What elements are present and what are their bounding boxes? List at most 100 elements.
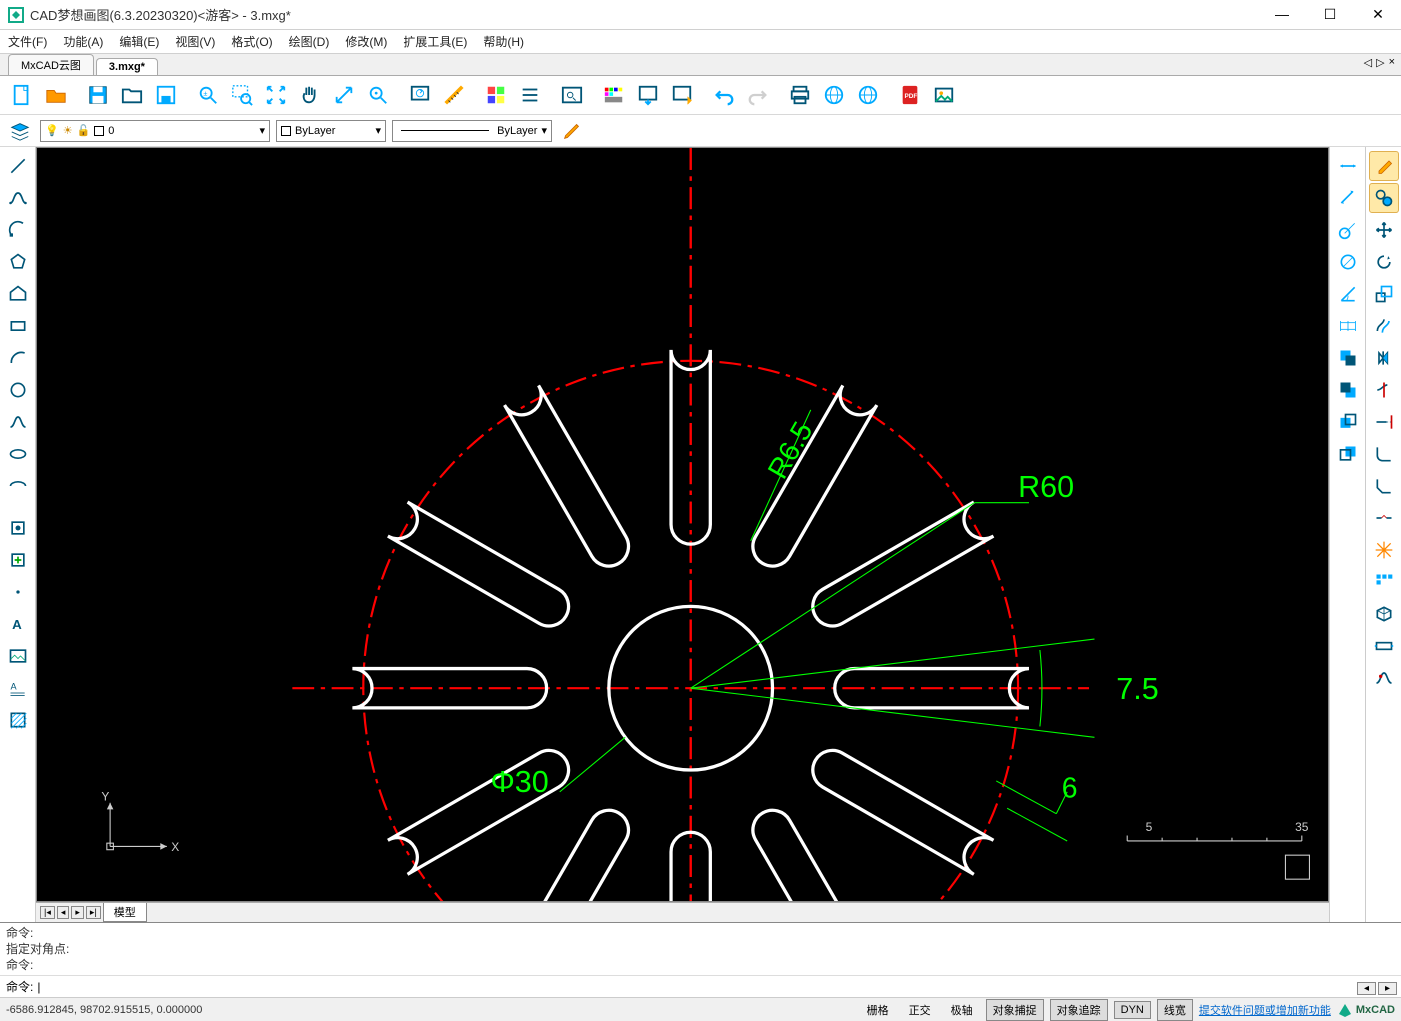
linetype-selector[interactable]: ByLayer ▾ [276, 120, 386, 142]
undo-button[interactable] [708, 79, 740, 111]
osnap-toggle[interactable]: 对象捕捉 [986, 999, 1044, 1021]
grid-toggle[interactable]: 栅格 [860, 999, 896, 1021]
fillet-button[interactable] [1369, 439, 1399, 469]
bring-above-button[interactable] [1333, 407, 1363, 437]
menu-file[interactable]: 文件(F) [8, 33, 47, 50]
model-tab[interactable]: 模型 [103, 903, 147, 922]
menu-draw[interactable]: 绘图(D) [289, 33, 330, 50]
model-next-icon[interactable]: ▸ [71, 906, 84, 919]
dim-radius-button[interactable] [1333, 215, 1363, 245]
saveas-button[interactable] [150, 79, 182, 111]
layer-manager-button[interactable] [666, 79, 698, 111]
hatch-button[interactable] [3, 705, 33, 735]
circle-button[interactable] [3, 375, 33, 405]
maximize-button[interactable]: ☐ [1315, 6, 1345, 23]
explode-button[interactable] [1369, 535, 1399, 565]
otrack-toggle[interactable]: 对象追踪 [1050, 999, 1108, 1021]
model-prev-icon[interactable]: ◂ [57, 906, 70, 919]
export-image-button[interactable] [928, 79, 960, 111]
list-button[interactable] [514, 79, 546, 111]
save-button[interactable] [82, 79, 114, 111]
menu-view[interactable]: 视图(V) [175, 33, 215, 50]
polyline-button[interactable] [3, 183, 33, 213]
drawing-canvas[interactable]: R60R6.57.56Φ30YX535 [36, 147, 1329, 902]
export-pdf-button[interactable]: PDF [894, 79, 926, 111]
pan-button[interactable] [294, 79, 326, 111]
color-palette-button[interactable] [598, 79, 630, 111]
menu-help[interactable]: 帮助(H) [483, 33, 524, 50]
erase-button[interactable] [1369, 151, 1399, 181]
zoom-window-button[interactable] [226, 79, 258, 111]
model-first-icon[interactable]: |◂ [40, 906, 55, 919]
model-last-icon[interactable]: ▸| [86, 906, 101, 919]
block-create-button[interactable] [3, 545, 33, 575]
layer-export-button[interactable] [632, 79, 664, 111]
array-button[interactable] [1369, 567, 1399, 597]
menu-extend[interactable]: 扩展工具(E) [403, 33, 467, 50]
ellipse-button[interactable] [3, 439, 33, 469]
rectangle-button[interactable] [3, 311, 33, 341]
extend-button[interactable] [1369, 407, 1399, 437]
pencil-button[interactable] [558, 118, 586, 144]
lineweight-selector[interactable]: ByLayer ▾ [392, 120, 552, 142]
image-button[interactable] [3, 641, 33, 671]
ellipse-arc-button[interactable] [3, 471, 33, 501]
new-button[interactable] [6, 79, 38, 111]
text-button[interactable]: A [3, 609, 33, 639]
open-dwg-button[interactable] [40, 79, 72, 111]
zoom-previous-button[interactable] [328, 79, 360, 111]
scale-button[interactable] [1369, 279, 1399, 309]
mirror-button[interactable] [1369, 343, 1399, 373]
menu-edit[interactable]: 编辑(E) [119, 33, 159, 50]
spline-button[interactable] [3, 407, 33, 437]
edit-spline-button[interactable] [1369, 663, 1399, 693]
block-insert-button[interactable] [3, 513, 33, 543]
tab-cloud[interactable]: MxCAD云图 [8, 54, 94, 75]
find-button[interactable] [556, 79, 588, 111]
properties-button[interactable] [480, 79, 512, 111]
arc-button[interactable] [3, 215, 33, 245]
tab-next-icon[interactable]: ▷ [1376, 56, 1384, 69]
tab-prev-icon[interactable]: ◁ [1364, 56, 1372, 69]
zoom-realtime-button[interactable]: ± [192, 79, 224, 111]
layer-properties-button[interactable] [6, 118, 34, 144]
command-input[interactable] [37, 980, 1395, 994]
cmd-scroll-left-icon[interactable]: ◂ [1357, 982, 1376, 995]
web-button[interactable] [818, 79, 850, 111]
copy-button[interactable] [1369, 183, 1399, 213]
line-button[interactable] [3, 151, 33, 181]
send-below-button[interactable] [1333, 439, 1363, 469]
web2-button[interactable] [852, 79, 884, 111]
dyn-toggle[interactable]: DYN [1114, 1001, 1151, 1019]
measure-button[interactable] [438, 79, 470, 111]
tab-close-icon[interactable]: × [1389, 56, 1395, 69]
open-folder-button[interactable] [116, 79, 148, 111]
ortho-toggle[interactable]: 正交 [902, 999, 938, 1021]
block-edit-button[interactable] [1369, 599, 1399, 629]
layer-selector[interactable]: 💡 ☀ 🔓 0 ▾ [40, 120, 270, 142]
bring-front-button[interactable] [1333, 343, 1363, 373]
menu-modify[interactable]: 修改(M) [345, 33, 387, 50]
stretch-button[interactable] [1369, 631, 1399, 661]
lineweight-toggle[interactable]: 线宽 [1157, 999, 1193, 1021]
cmd-scroll-right-icon[interactable]: ▸ [1378, 982, 1397, 995]
send-back-button[interactable] [1333, 375, 1363, 405]
arc3p-button[interactable] [3, 343, 33, 373]
print-button[interactable] [784, 79, 816, 111]
dim-angular-button[interactable] [1333, 279, 1363, 309]
polygon2-button[interactable] [3, 279, 33, 309]
trim-button[interactable] [1369, 375, 1399, 405]
offset-button[interactable] [1369, 311, 1399, 341]
rotate-button[interactable] [1369, 247, 1399, 277]
minimize-button[interactable]: — [1267, 6, 1297, 23]
dim-linear-button[interactable] [1333, 151, 1363, 181]
menu-function[interactable]: 功能(A) [63, 33, 103, 50]
move-button[interactable] [1369, 215, 1399, 245]
zoom-extents-button[interactable] [260, 79, 292, 111]
menu-format[interactable]: 格式(O) [231, 33, 272, 50]
break-button[interactable] [1369, 503, 1399, 533]
chamfer-button[interactable] [1369, 471, 1399, 501]
zoom-center-button[interactable] [362, 79, 394, 111]
mtext-button[interactable]: A [3, 673, 33, 703]
dim-continue-button[interactable] [1333, 311, 1363, 341]
